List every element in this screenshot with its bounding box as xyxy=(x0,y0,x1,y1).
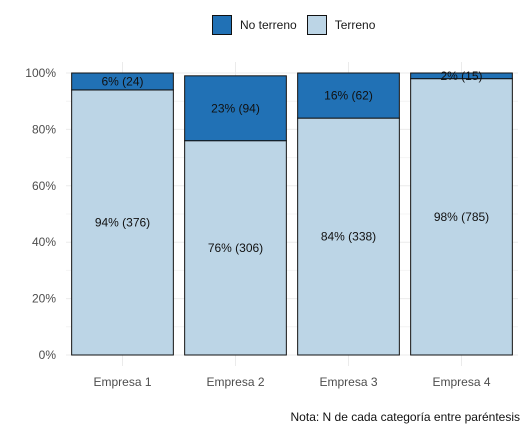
legend-swatch-no-terreno xyxy=(212,15,232,35)
legend-item-terreno: Terreno xyxy=(306,15,376,35)
legend-swatch-terreno xyxy=(306,15,327,35)
data-label: 2% (15) xyxy=(440,69,482,83)
bar-segment-terreno xyxy=(297,117,400,356)
y-tick-label: 40% xyxy=(32,235,56,249)
x-tick-label: Empresa 3 xyxy=(319,375,377,389)
data-label: 98% (785) xyxy=(434,210,489,224)
data-label: 23% (94) xyxy=(211,101,260,115)
x-tick-label: Empresa 2 xyxy=(206,375,264,389)
chart-note: Nota: N de cada categoría entre paréntes… xyxy=(290,410,520,424)
legend-label-no-terreno: No terreno xyxy=(240,18,297,32)
y-tick-label: 0% xyxy=(39,348,57,362)
x-tick-label: Empresa 1 xyxy=(93,375,151,389)
bar-segment-no-terreno xyxy=(71,72,174,91)
bar-segment-no-terreno xyxy=(297,72,400,119)
data-label: 84% (338) xyxy=(321,230,376,244)
bar-segment-no-terreno xyxy=(184,75,287,142)
legend-item-no-terreno: No terreno xyxy=(212,15,297,35)
y-tick-label: 80% xyxy=(32,122,56,136)
y-tick-label: 60% xyxy=(32,179,56,193)
data-label: 6% (24) xyxy=(101,74,143,88)
x-tick-label: Empresa 4 xyxy=(432,375,490,389)
y-tick-label: 100% xyxy=(25,66,56,80)
bar-segment-no-terreno xyxy=(410,72,513,80)
legend-label-terreno: Terreno xyxy=(334,18,376,32)
legend: No terreno Terreno xyxy=(212,15,385,35)
data-label: 76% (306) xyxy=(208,241,263,255)
data-label: 16% (62) xyxy=(324,89,373,103)
bar-segment-terreno xyxy=(71,89,174,356)
y-tick-label: 20% xyxy=(32,292,56,306)
data-label: 94% (376) xyxy=(95,215,150,229)
bar-segment-terreno xyxy=(410,78,513,356)
